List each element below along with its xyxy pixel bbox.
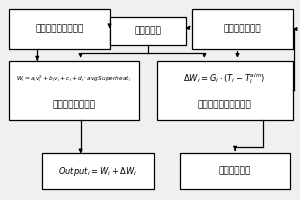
- Text: $\Delta W_i = G_i \cdot (T_i - T_i^{aim})$: $\Delta W_i = G_i \cdot (T_i - T_i^{aim}…: [184, 71, 266, 86]
- FancyBboxPatch shape: [9, 61, 139, 120]
- FancyBboxPatch shape: [180, 153, 290, 189]
- Text: 参数数据库: 参数数据库: [134, 26, 161, 35]
- Text: 各区基本水量计算: 各区基本水量计算: [52, 100, 96, 109]
- FancyBboxPatch shape: [110, 17, 186, 45]
- FancyBboxPatch shape: [192, 9, 293, 49]
- Text: 实时温度场计算: 实时温度场计算: [224, 24, 261, 33]
- Text: $Output_i = W_i + \Delta W_i$: $Output_i = W_i + \Delta W_i$: [58, 164, 137, 178]
- FancyBboxPatch shape: [9, 9, 109, 49]
- FancyBboxPatch shape: [157, 61, 293, 120]
- Text: 流线状态、浇注条件: 流线状态、浇注条件: [35, 24, 83, 33]
- Text: $W_i = a_iv_i^2 + b_iv_i + c_i + d_i \cdot avgSuperheat_i$: $W_i = a_iv_i^2 + b_iv_i + c_i + d_i \cd…: [16, 73, 132, 84]
- Text: 目标温度控制水量计算: 目标温度控制水量计算: [198, 100, 252, 109]
- FancyBboxPatch shape: [42, 153, 154, 189]
- Text: 现场实际水量: 现场实际水量: [219, 166, 251, 176]
